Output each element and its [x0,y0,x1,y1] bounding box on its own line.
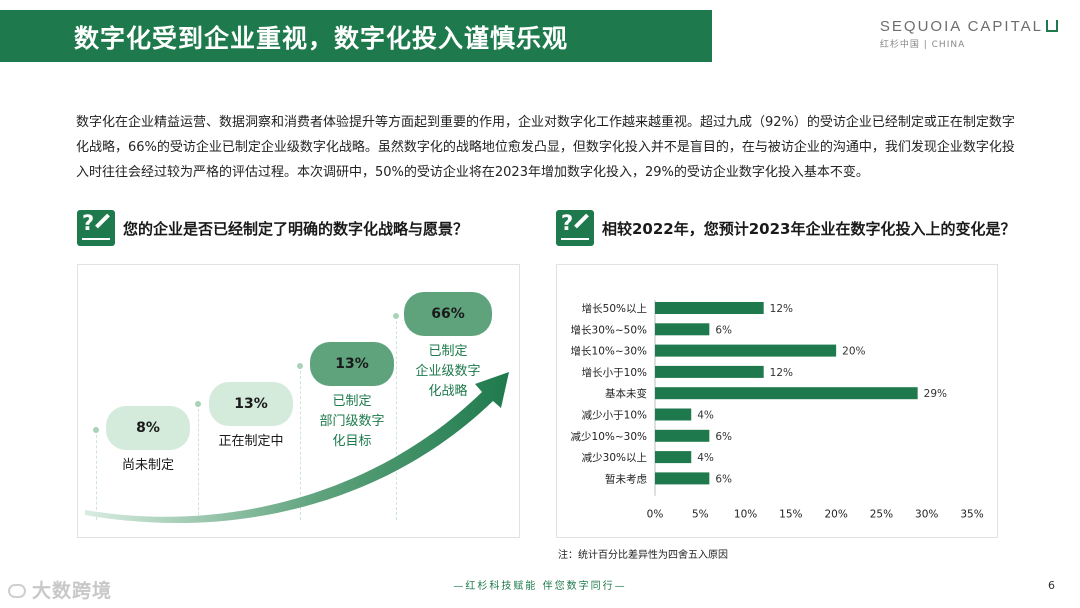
left-question-heading: ? 您的企业是否已经制定了明确的数字化战略与愿景？ [77,210,468,246]
category-label: 减少30%以上 [582,452,647,464]
logo-subtext: 红杉中国 | CHINA [879,40,966,50]
intro-paragraph: 数字化在企业精益运营、数据洞察和消费者体验提升等方面起到重要的作用，企业对数字化… [76,115,1015,180]
left-question-text: 您的企业是否已经制定了明确的数字化战略与愿景？ [123,219,469,238]
category-label: 增长50%以上 [582,302,647,315]
watermark: 大数跨境 [8,576,112,603]
title-bar: 数字化受到企业重视，数字化投入谨慎乐观 [0,10,712,62]
investment-chart-panel [556,264,998,538]
x-tick-label: 10% [734,509,757,521]
watermark-logo-icon [8,584,26,598]
x-tick-label: 35% [960,509,983,521]
stage-dot [195,401,201,407]
category-label: 减少小于10% [582,410,647,422]
page-title: 数字化受到企业重视，数字化投入谨慎乐观 [74,24,569,53]
growth-arrow [85,372,509,524]
question-edit-icon: ? [556,210,594,246]
bar [655,365,764,378]
logo-mark-icon [1046,20,1058,32]
category-label: 增长10%~30% [571,345,647,358]
footer-slogan: —红杉科技赋能 伴您数字同行— [453,581,627,592]
bar-value-label: 29% [924,388,947,400]
stage-dot [297,363,303,369]
stage-guide-line [396,316,397,520]
bar-value-label: 12% [770,367,793,379]
investment-bar-chart: 增长50%以上 12% 增长30%~50% 6% 增长10%~30% 20% 增长小于10%… [571,300,984,521]
stage-dot [393,313,399,319]
right-question-text: 相较2022年，您预计2023年企业在数字化投入上的变化是？ [602,219,1016,238]
bar-value-label: 4% [697,452,714,464]
stage-value-badge: 8% [106,406,190,450]
stage-dot [93,427,99,433]
bar-value-label: 20% [842,346,865,358]
stage-label: 尚未制定 [121,458,174,473]
bar [655,408,692,421]
stage-label: 已制定 部门级数字 化目标 [319,394,385,449]
bar [655,451,692,464]
stage-guide-line [300,366,301,520]
stage-value-badge: 66% [404,292,492,336]
category-label: 增长小于10% [582,366,647,379]
stage-value-badge: 13% [209,382,293,426]
bar-value-label: 6% [715,473,732,485]
x-tick-label: 25% [870,509,893,521]
bar-value-label: 12% [770,303,793,315]
x-tick-label: 15% [779,509,802,521]
stage-label: 正在制定中 [218,434,284,449]
page-number: 6 [1048,579,1055,592]
right-question-heading: ? 相较2022年，您预计2023年企业在数字化投入上的变化是？ [556,210,1016,246]
chart-note: 注：统计百分比差异性为四舍五入原因 [558,550,728,561]
bar [655,344,837,357]
bar-value-label: 4% [697,410,714,422]
bar-value-label: 6% [715,324,732,336]
strategy-stage-panel [77,264,520,538]
watermark-text: 大数跨境 [32,580,113,602]
category-label: 基本未变 [605,387,647,400]
sequoia-logo: SEQUOIA CAPITAL 红杉中国 | CHINA [880,18,1058,50]
category-label: 减少10%~30% [571,431,647,443]
question-edit-icon: ? [77,210,115,246]
category-label: 暂未考虑 [605,473,647,485]
bar [655,472,710,485]
stage-value-badge: 13% [310,342,394,386]
growth-arrow-shaft [85,372,509,524]
logo-text: SEQUOIA CAPITAL [879,18,1043,35]
stage-guide-line [198,404,199,520]
bar [655,387,918,400]
bar [655,429,710,442]
bar-value-label: 6% [715,431,732,443]
x-tick-label: 20% [824,509,847,521]
x-tick-label: 30% [915,509,938,521]
stage-guide-line [96,430,97,520]
bar [655,302,764,314]
category-label: 增长30%~50% [571,323,647,336]
bar [655,323,710,336]
x-tick-label: 5% [692,509,709,521]
x-tick-label: 0% [647,509,664,521]
stage-label: 已制定 企业级数字 化战略 [415,344,481,399]
